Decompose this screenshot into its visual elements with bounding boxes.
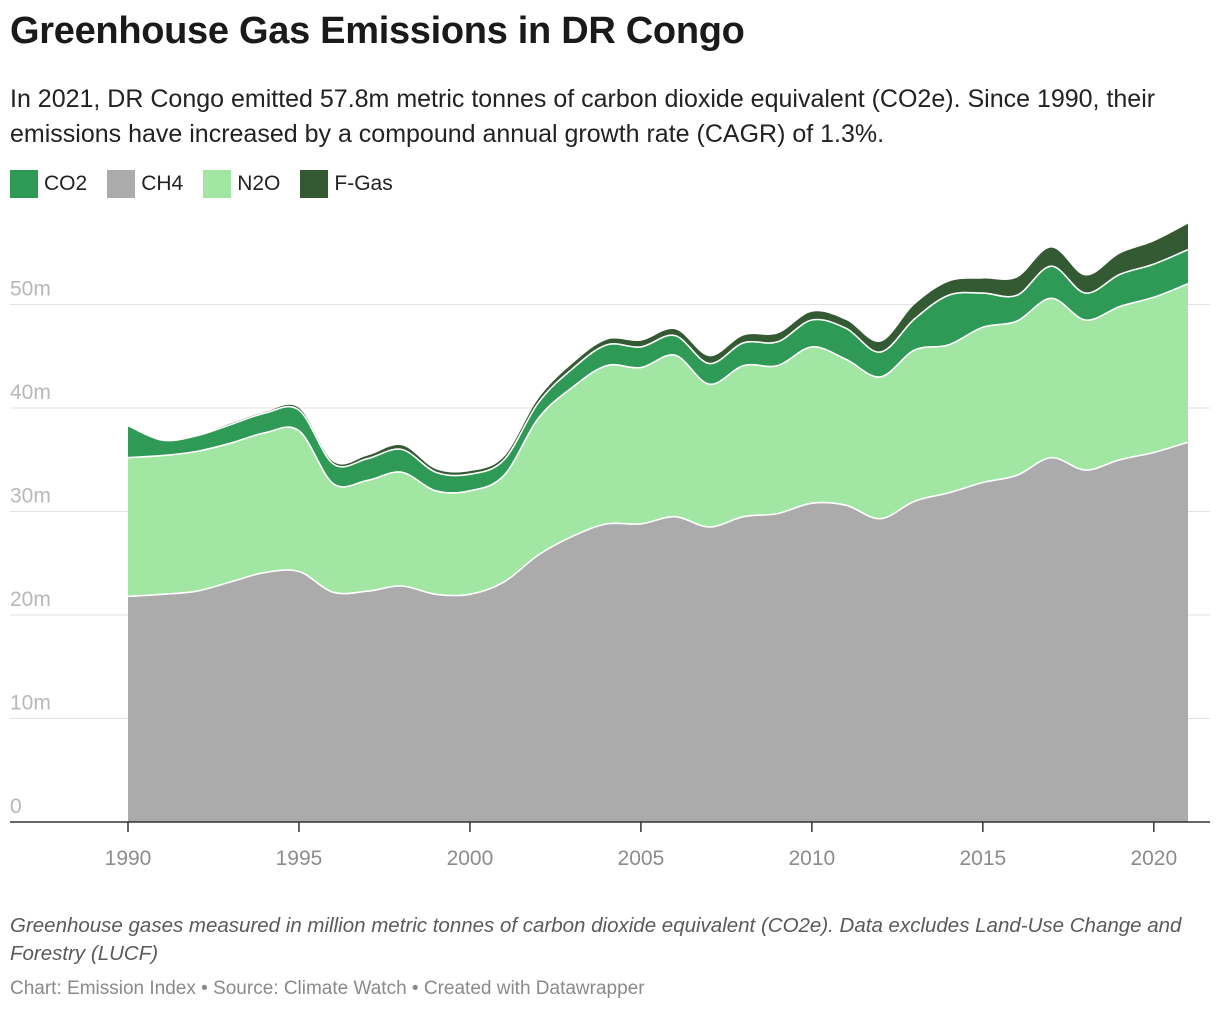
x-axis: 1990 1995 2000 2005 2010 2015 2020	[10, 821, 1210, 870]
x-tick-label: 2010	[789, 847, 836, 870]
legend-item-co2: CO2	[10, 170, 87, 198]
chart-notes: Greenhouse gases measured in million met…	[10, 914, 1182, 965]
x-tick-label: 1990	[105, 847, 152, 870]
y-tick-label: 40m	[10, 381, 51, 404]
x-tick-label: 1995	[276, 847, 323, 870]
y-tick-labels: 0 10m 20m 30m 40m 50m	[10, 278, 51, 819]
x-tick-label: 2005	[618, 847, 665, 870]
series-boundaries	[127, 248, 1189, 598]
area-ch4	[128, 442, 1188, 822]
legend-label-fgas: F-Gas	[334, 172, 393, 195]
boundary-n2o	[127, 283, 1189, 494]
legend-label-n2o: N2O	[237, 172, 281, 195]
y-tick-label: 10m	[10, 692, 51, 715]
legend-item-ch4: CH4	[107, 170, 183, 198]
legend-swatch-fgas	[300, 170, 329, 198]
legend-label-ch4: CH4	[141, 172, 184, 195]
y-tick-label: 0	[10, 795, 22, 818]
y-tick-label: 50m	[10, 278, 51, 301]
x-tick-label: 2015	[959, 847, 1006, 870]
x-tick-label: 2000	[447, 847, 494, 870]
legend: CO2 CH4 N2O F-Gas	[10, 170, 413, 198]
legend-swatch-ch4	[107, 170, 136, 198]
boundary-ch4	[127, 441, 1189, 598]
legend-swatch-co2	[10, 170, 38, 198]
x-tick-label: 2020	[1130, 847, 1177, 870]
legend-swatch-n2o	[203, 170, 232, 198]
stacked-area-chart: 0 10m 20m 30m 40m 50m 1990 1995 2000 2005 2010 201…	[10, 223, 1210, 870]
legend-label-co2: CO2	[44, 172, 88, 195]
y-tick-label: 30m	[10, 485, 51, 508]
area-n2o	[128, 283, 1188, 597]
chart-subtitle: In 2021, DR Congo emitted 57.8m metric t…	[10, 85, 1156, 148]
chart-source: Chart: Emission Index • Source: Climate …	[10, 978, 645, 999]
boundary-co2	[127, 248, 1189, 477]
legend-item-fgas: F-Gas	[300, 170, 393, 198]
chart-title: Greenhouse Gas Emissions in DR Congo	[10, 10, 745, 52]
series-areas	[128, 223, 1188, 822]
legend-item-n2o: N2O	[203, 170, 280, 198]
y-tick-label: 20m	[10, 588, 51, 611]
